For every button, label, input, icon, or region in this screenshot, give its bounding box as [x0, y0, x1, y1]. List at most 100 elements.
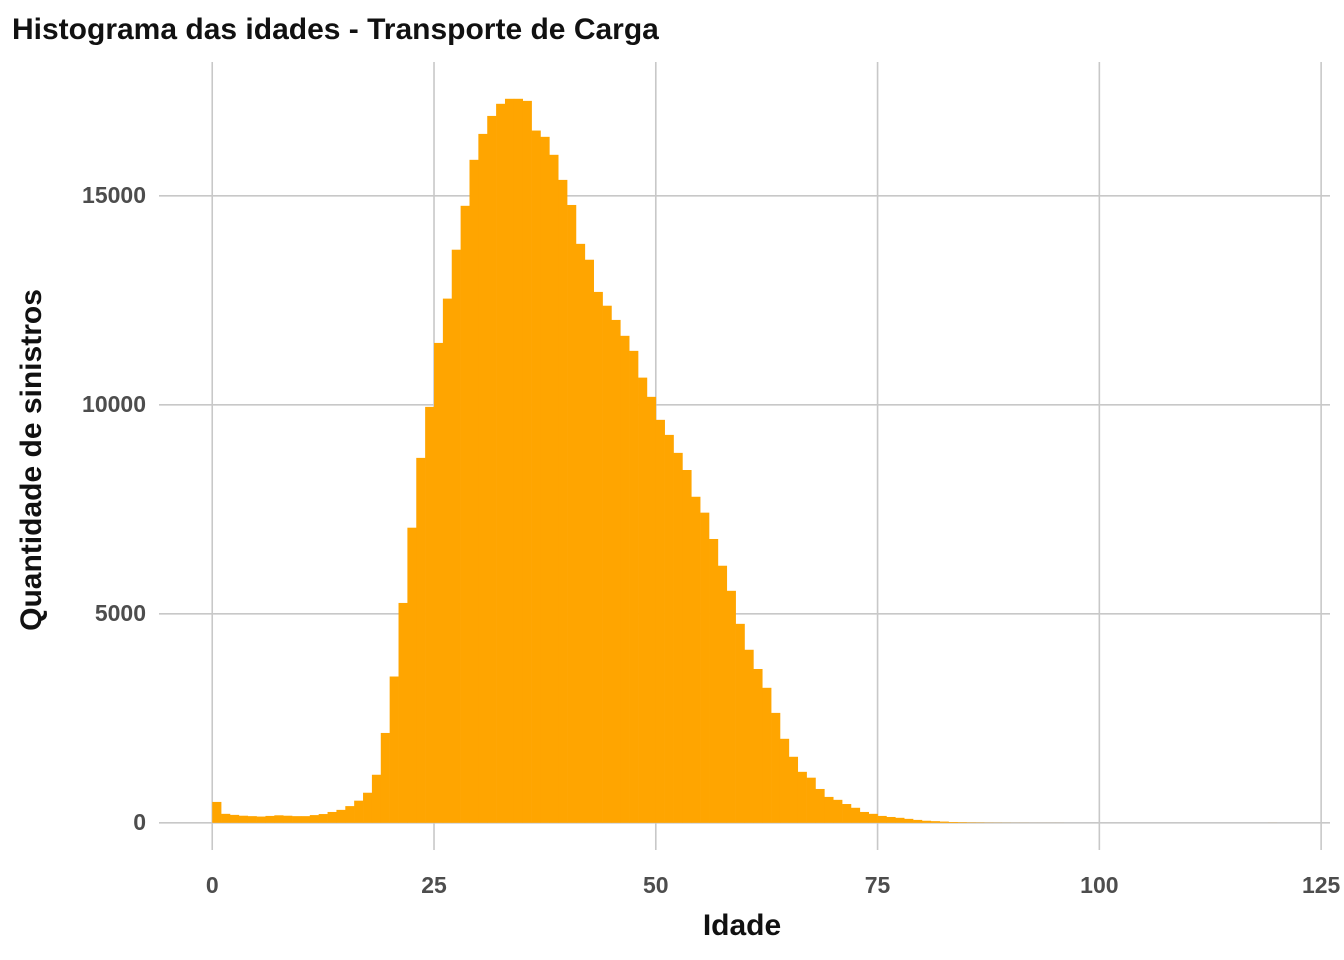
bar — [842, 804, 852, 823]
bar — [469, 159, 479, 823]
bar — [646, 396, 657, 823]
bar — [389, 676, 399, 823]
bar — [717, 565, 728, 823]
bar — [726, 590, 736, 823]
bar — [283, 815, 293, 823]
y-tick-label: 0 — [133, 809, 146, 835]
bar — [345, 806, 355, 823]
bar — [957, 822, 967, 823]
bar — [478, 133, 488, 823]
y-axis-title: Quantidade de sinistros — [15, 289, 48, 631]
bar — [416, 457, 426, 823]
y-tick-label: 5000 — [95, 600, 146, 626]
bar — [700, 512, 710, 823]
chart-title: Histograma das idades - Transporte de Ca… — [12, 13, 659, 46]
bar — [664, 434, 674, 823]
bar — [779, 738, 790, 823]
bar — [434, 342, 444, 823]
bar — [850, 807, 861, 823]
bar — [886, 816, 896, 823]
y-tick-label: 15000 — [82, 182, 146, 208]
bar — [868, 813, 878, 823]
bar — [735, 623, 745, 823]
bar — [238, 815, 249, 823]
bar — [309, 815, 319, 823]
bar — [265, 815, 275, 823]
bar — [442, 298, 453, 823]
x-tick-label: 25 — [421, 872, 447, 898]
bar — [682, 470, 692, 823]
bar — [709, 538, 719, 823]
bar — [256, 816, 266, 823]
bar — [815, 788, 825, 823]
bar — [522, 100, 532, 823]
bar — [407, 527, 417, 823]
bar — [336, 809, 346, 823]
bar — [540, 136, 550, 823]
bar — [895, 817, 905, 823]
bar — [575, 243, 586, 823]
bar — [513, 98, 524, 823]
bar — [584, 259, 594, 823]
bar — [212, 801, 222, 823]
bar — [904, 818, 914, 823]
x-tick-label: 0 — [206, 872, 219, 898]
bar — [380, 732, 390, 823]
bar — [877, 815, 887, 823]
x-tick-label: 50 — [643, 872, 669, 898]
bar — [354, 800, 364, 823]
bar — [300, 816, 311, 823]
bar — [948, 821, 958, 823]
bar — [797, 771, 807, 823]
bar — [833, 799, 843, 823]
bar — [593, 291, 603, 823]
bar — [229, 814, 240, 823]
bar — [744, 649, 754, 823]
bar — [371, 774, 382, 823]
bar — [425, 406, 435, 823]
bar — [638, 377, 648, 823]
x-axis-title: Idade — [703, 909, 781, 942]
bar — [567, 204, 577, 823]
bar — [318, 814, 328, 823]
y-tick-label: 10000 — [82, 391, 146, 417]
bar — [788, 756, 799, 823]
bar — [496, 103, 506, 823]
bar — [558, 179, 568, 823]
x-tick-label: 100 — [1080, 872, 1118, 898]
bar — [655, 419, 665, 823]
bar — [531, 130, 541, 823]
bar — [451, 249, 461, 823]
bar — [221, 813, 231, 823]
bar — [930, 821, 940, 823]
bar — [691, 496, 701, 823]
x-tick-label: 125 — [1302, 872, 1341, 898]
bar — [939, 821, 949, 823]
bar — [602, 305, 612, 823]
bar — [504, 98, 515, 823]
bar — [549, 154, 559, 823]
bar — [753, 668, 763, 823]
bar — [673, 452, 683, 823]
bar — [363, 792, 373, 823]
bar — [824, 796, 834, 823]
bar — [292, 816, 302, 823]
bar — [921, 820, 932, 823]
bar — [327, 811, 337, 823]
bar — [629, 350, 639, 823]
bar — [487, 115, 497, 823]
bar — [274, 815, 284, 823]
bar — [247, 816, 257, 823]
bar — [762, 687, 772, 823]
bar — [913, 819, 923, 823]
bar — [806, 777, 816, 823]
bar — [611, 319, 621, 823]
bar — [398, 602, 408, 823]
x-tick-label: 75 — [865, 872, 891, 898]
bar — [460, 205, 470, 823]
bar — [771, 712, 781, 823]
bar — [620, 335, 630, 823]
bar — [859, 811, 869, 823]
